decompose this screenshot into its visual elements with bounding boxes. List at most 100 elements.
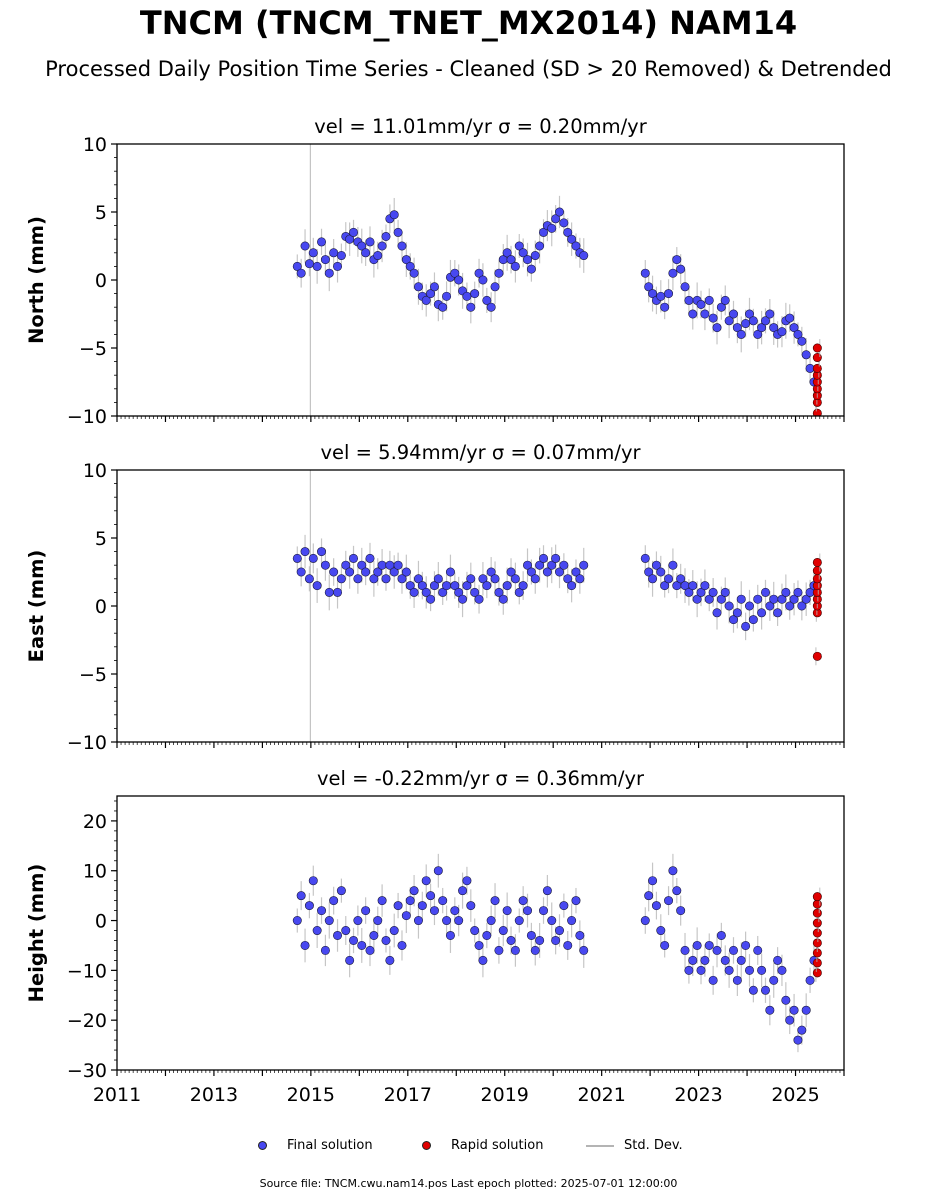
rapid-point <box>812 918 822 928</box>
final-point <box>797 601 807 611</box>
final-point <box>712 323 722 333</box>
final-point <box>664 896 674 906</box>
final-point <box>696 587 706 597</box>
final-point <box>781 587 791 597</box>
y-tick-label: 10 <box>83 861 107 883</box>
final-point <box>454 275 464 285</box>
final-point <box>656 291 666 301</box>
final-point <box>421 295 431 305</box>
final-point <box>300 241 310 251</box>
final-point <box>300 940 310 950</box>
final-point <box>486 302 496 312</box>
final-point <box>567 234 577 244</box>
y-tick-label: 0 <box>95 270 107 292</box>
legend-std: Std. Dev. <box>586 1138 683 1153</box>
final-point <box>660 302 670 312</box>
final-point <box>308 248 318 258</box>
y-tick-label: −10 <box>67 406 107 428</box>
final-point <box>704 594 714 604</box>
rapid-point <box>812 651 822 661</box>
final-point <box>385 955 395 965</box>
final-point <box>292 916 302 926</box>
final-point <box>458 886 468 896</box>
final-point <box>357 940 367 950</box>
final-point <box>470 926 480 936</box>
final-point <box>579 560 589 570</box>
final-point <box>482 295 492 305</box>
final-point <box>349 935 359 945</box>
x-tick-label: 2017 <box>384 1084 432 1106</box>
final-point <box>547 560 557 570</box>
final-point <box>308 553 318 563</box>
final-point <box>365 237 375 247</box>
final-point <box>720 955 730 965</box>
std-dev-line-icon <box>586 1144 614 1147</box>
final-point <box>365 945 375 955</box>
final-point <box>466 302 476 312</box>
final-point <box>793 587 803 597</box>
final-point <box>559 218 569 228</box>
final-point <box>490 896 500 906</box>
y-tick-label: 10 <box>83 134 107 156</box>
final-point <box>724 316 734 326</box>
final-point <box>494 587 504 597</box>
final-point <box>466 901 476 911</box>
final-point <box>445 930 455 940</box>
final-point <box>486 567 496 577</box>
final-point <box>417 901 427 911</box>
final-point <box>777 965 787 975</box>
x-tick-label: 2021 <box>577 1084 625 1106</box>
final-point <box>684 587 694 597</box>
final-point <box>744 601 754 611</box>
rapid-point <box>812 557 822 567</box>
final-point <box>312 926 322 936</box>
final-point <box>688 309 698 319</box>
final-point <box>777 327 787 337</box>
final-point <box>708 313 718 323</box>
legend: Final solution Rapid solution Std. Dev. <box>0 1138 937 1158</box>
final-point <box>341 560 351 570</box>
y-tick-label: 0 <box>95 911 107 933</box>
final-point <box>773 608 783 618</box>
final-point <box>660 940 670 950</box>
final-point <box>563 574 573 584</box>
final-point <box>442 581 452 591</box>
final-point <box>373 916 383 926</box>
final-point <box>692 594 702 604</box>
final-point <box>514 241 524 251</box>
final-point <box>644 891 654 901</box>
final-point <box>765 309 775 319</box>
final-point <box>551 214 561 224</box>
final-point <box>296 567 306 577</box>
panel-title-east: vel = 5.94mm/yr σ = 0.07mm/yr <box>320 441 641 464</box>
rapid-point <box>812 363 822 373</box>
final-point <box>664 289 674 299</box>
final-point <box>668 268 678 278</box>
final-point <box>312 581 322 591</box>
final-point <box>716 930 726 940</box>
final-point <box>680 945 690 955</box>
final-point <box>640 553 650 563</box>
final-point <box>445 567 455 577</box>
final-point <box>389 567 399 577</box>
final-point <box>700 309 710 319</box>
final-point <box>317 237 327 247</box>
final-point <box>728 615 738 625</box>
final-point <box>369 574 379 584</box>
final-point <box>664 574 674 584</box>
final-point <box>405 261 415 271</box>
final-point <box>789 594 799 604</box>
final-point <box>571 567 581 577</box>
final-point <box>498 594 508 604</box>
final-point <box>801 594 811 604</box>
final-point <box>466 574 476 584</box>
y-tick-label: −10 <box>67 960 107 982</box>
final-point <box>640 916 650 926</box>
final-point <box>300 547 310 557</box>
final-point <box>317 906 327 916</box>
final-point <box>405 896 415 906</box>
final-point <box>292 261 302 271</box>
final-point <box>530 574 540 584</box>
final-point <box>397 574 407 584</box>
final-point <box>769 975 779 985</box>
